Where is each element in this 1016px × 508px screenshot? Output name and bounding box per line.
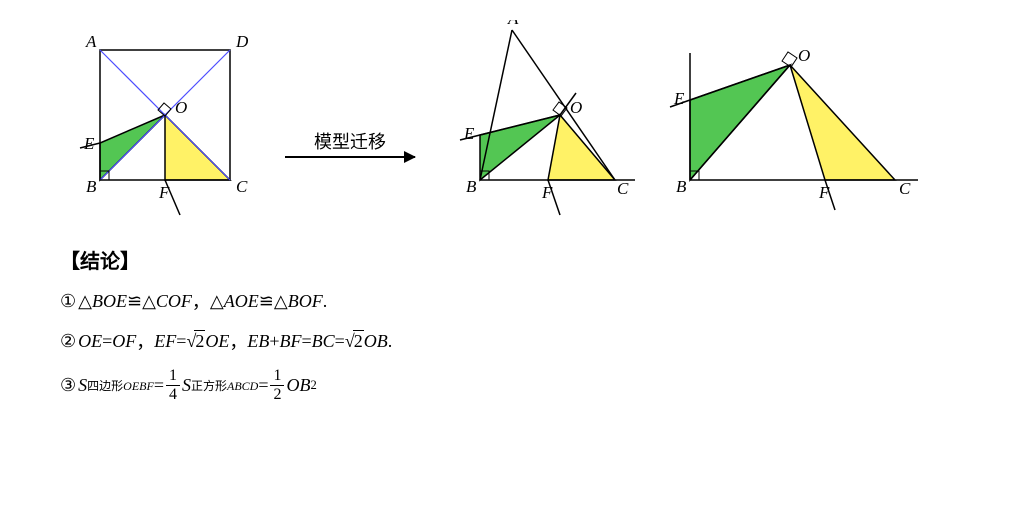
term: OF — [112, 331, 136, 352]
circle-3-icon: ③ — [60, 375, 76, 396]
tri-symbol: △ — [210, 291, 224, 312]
svg-text:O: O — [570, 98, 582, 117]
term: S — [182, 375, 191, 396]
term: EF — [154, 331, 176, 352]
term: BOE — [92, 291, 127, 312]
eq: = — [154, 375, 164, 396]
period: . — [388, 331, 393, 352]
sqrt-icon: √2 — [345, 330, 364, 352]
tri-symbol: △ — [274, 291, 288, 312]
subscript: OEBF — [123, 379, 154, 393]
term: AOE — [224, 291, 259, 312]
conclusion-1: ① △ BOE ≌ △ COF ， △ AOE ≌ △ BOF . — [60, 288, 976, 314]
svg-text:A: A — [85, 32, 97, 51]
eq: = — [176, 331, 186, 352]
svg-text:F: F — [158, 183, 170, 202]
term: OB — [286, 375, 310, 396]
numerator: 1 — [270, 368, 284, 386]
figures-row: A B C D E F O 模型迁移 A B C E F O B C E F O — [0, 0, 1016, 235]
comma: ， — [192, 288, 210, 314]
term: S — [78, 375, 87, 396]
numerator: 1 — [166, 368, 180, 386]
radicand: 2 — [353, 330, 364, 352]
subscript: 正方形 — [191, 379, 227, 393]
figure-3: B C E F O — [660, 20, 920, 225]
transfer-arrow: 模型迁移 — [285, 88, 415, 158]
eq: = — [302, 331, 312, 352]
conclusion-2: ② OE = OF ， EF = √2 OE ， EB + BF = BC = … — [60, 328, 976, 354]
svg-text:A: A — [507, 20, 519, 28]
subscript: 四边形 — [87, 379, 123, 393]
eq: = — [335, 331, 345, 352]
figure-2: A B C E F O — [440, 20, 640, 225]
svg-text:F: F — [541, 183, 553, 202]
svg-text:E: E — [463, 124, 475, 143]
svg-text:C: C — [236, 177, 248, 196]
svg-text:B: B — [466, 177, 477, 196]
svg-text:O: O — [798, 46, 810, 65]
denominator: 4 — [169, 386, 177, 403]
svg-text:E: E — [673, 89, 685, 108]
fraction-icon: 12 — [270, 368, 284, 403]
arrow-line-icon — [285, 156, 415, 158]
comma: ， — [229, 328, 247, 354]
term: EB — [247, 331, 269, 352]
comma: ， — [136, 328, 154, 354]
arrow-label: 模型迁移 — [314, 128, 386, 154]
tri-symbol: △ — [78, 291, 92, 312]
subscript: ABCD — [227, 379, 258, 393]
svg-text:D: D — [235, 32, 249, 51]
term: OE — [78, 331, 102, 352]
tri-symbol: △ — [142, 291, 156, 312]
radicand: 2 — [194, 330, 205, 352]
term: COF — [156, 291, 192, 312]
plus: + — [269, 331, 279, 352]
eq: = — [102, 331, 112, 352]
term: BC — [312, 331, 335, 352]
svg-text:O: O — [175, 98, 187, 117]
exponent: 2 — [310, 378, 316, 393]
conclusions-section: 【结论】 ① △ BOE ≌ △ COF ， △ AOE ≌ △ BOF . ②… — [0, 235, 1016, 437]
figure-1: A B C D E F O — [60, 20, 260, 225]
svg-text:C: C — [899, 179, 911, 198]
eq: = — [258, 375, 268, 396]
term: BOF — [288, 291, 323, 312]
svg-text:C: C — [617, 179, 629, 198]
term: BF — [280, 331, 302, 352]
term: OB — [364, 331, 388, 352]
circle-2-icon: ② — [60, 331, 76, 352]
svg-text:B: B — [676, 177, 687, 196]
fraction-icon: 14 — [166, 368, 180, 403]
circle-1-icon: ① — [60, 291, 76, 312]
sqrt-icon: √2 — [186, 330, 205, 352]
svg-text:B: B — [86, 177, 97, 196]
congruent-symbol: ≌ — [127, 291, 142, 312]
conclusion-title: 【结论】 — [60, 245, 976, 274]
conclusion-3: ③ S 四边形OEBF = 14 S 正方形ABCD = 12 OB 2 — [60, 368, 976, 403]
svg-text:F: F — [818, 183, 830, 202]
denominator: 2 — [273, 386, 281, 403]
congruent-symbol: ≌ — [259, 291, 274, 312]
term: OE — [205, 331, 229, 352]
svg-text:E: E — [83, 134, 95, 153]
period: . — [323, 291, 328, 312]
